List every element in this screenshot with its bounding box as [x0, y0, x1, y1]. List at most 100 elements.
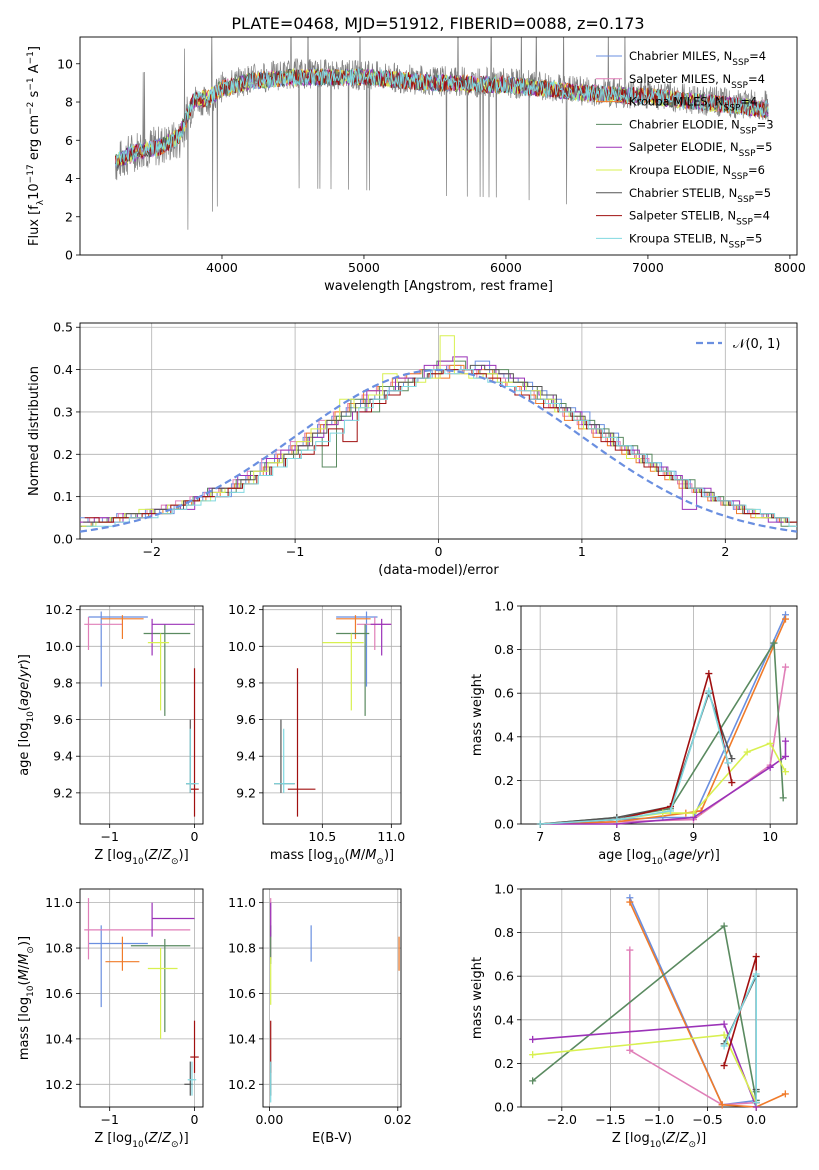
mass-weight-marker [613, 816, 621, 824]
mass-weight-marker [752, 953, 760, 961]
mass-weight-marker [690, 809, 697, 817]
x-tick-label: 8000 [774, 260, 806, 275]
y-axis-label-text: mass [log [17, 997, 32, 1060]
y-tick-label: 10.0 [45, 639, 73, 654]
y-axis-label-s: s [27, 90, 42, 101]
y-tick-label: 0.4 [494, 1012, 514, 1027]
sub-ten: 10 [333, 857, 345, 867]
x-tick-label: −1 [286, 544, 304, 559]
residual-histogram-step [86, 369, 797, 527]
mass-weight-marker [667, 807, 674, 815]
z-sun: Z [161, 848, 172, 863]
y-tick-label: 0.2 [494, 773, 514, 788]
legend-name: Salpeter ELODIE, N [629, 140, 739, 154]
y-tick-label: 10 [57, 56, 73, 71]
x-tick-label: 9 [690, 829, 698, 844]
m-sun: M [365, 848, 376, 863]
legend-ssp: SSP [724, 104, 741, 114]
yr-sym: yr [696, 848, 712, 863]
mass-weight-marker [728, 755, 736, 763]
x-tick-label: 7 [536, 829, 544, 844]
sub-ten: 10 [26, 985, 36, 997]
mass-weight-marker [752, 970, 760, 978]
x-axis-label-text: Z [log [612, 1131, 650, 1146]
close: )] [710, 848, 720, 863]
mass-weight-marker [766, 763, 774, 771]
histogram-group [80, 335, 797, 533]
x-tick-label: 10.5 [308, 829, 336, 844]
y-tick-label: 10.4 [228, 1031, 256, 1046]
legend-nssp: =4 [748, 72, 765, 86]
age-vs-mass-panel: 10.5 11.0 9.2 9.4 9.6 9.8 10.0 10.2 mass [log10(… [228, 602, 405, 867]
mass-weight-vs-metallicity-panel: −2.0 −1.5 −1.0 −0.5 0.0 0.0 0.2 0.4 0.6 0.8 1.0 Z [… [470, 882, 798, 1150]
x-tick-label: −2.0 [547, 1112, 577, 1127]
x-axis-label-text: (data-model)/error [378, 563, 499, 578]
mass-weight-marker [743, 748, 751, 756]
y-tick-label: 2 [65, 209, 73, 224]
y-tick-label: 9.8 [236, 675, 256, 690]
y-tick-label: 0.4 [53, 362, 73, 377]
figure-title: PLATE=0468, MJD=51912, FIBERID=0088, z=0… [231, 14, 644, 33]
plot-frame [79, 36, 798, 256]
plot-frame [79, 322, 798, 540]
mass-weight-marker [752, 1099, 760, 1107]
legend-entry: Kroupa STELIB, NSSP=5 [629, 231, 762, 250]
legend-ssp: SSP [739, 149, 756, 159]
paren: ( [144, 1131, 149, 1146]
x-tick-label: 7000 [632, 260, 664, 275]
close: )] [179, 848, 189, 863]
legend-name: Kroupa STELIB, N [629, 231, 729, 245]
legend-entry: Kroupa ELODIE, NSSP=6 [629, 163, 765, 182]
sub-ten: 10 [132, 1140, 144, 1150]
y-tick-label: 4 [65, 171, 73, 186]
x-tick-label: 5000 [348, 260, 380, 275]
mass-weight-marker [718, 1101, 726, 1109]
sub-ten: 10 [650, 1140, 662, 1150]
z-sun: Z [679, 1131, 690, 1146]
slash: / [692, 848, 697, 863]
mass-weight-marker [720, 922, 728, 930]
y-axis-label-lambda: λ [36, 199, 46, 205]
mass-weight-marker [529, 1051, 537, 1059]
legend-entry: Chabrier ELODIE, NSSP=3 [629, 117, 774, 136]
close: )] [696, 1131, 706, 1146]
y-axis-label-s-exp: −1 [26, 77, 36, 90]
y-tick-label: 0.4 [494, 729, 514, 744]
paren: ( [17, 706, 32, 711]
legend-name: Salpeter MILES, N [629, 72, 731, 86]
mass-weight-marker [782, 752, 789, 760]
y-tick-label: 0.0 [494, 1100, 514, 1115]
m-sun: M [17, 954, 32, 965]
x-axis-label-text: wavelength [Angstrom, rest frame] [324, 279, 553, 294]
x-tick-label: 10 [762, 829, 778, 844]
mass-weight-marker [770, 639, 778, 647]
y-tick-label: 10.6 [45, 986, 73, 1001]
y-axis-label-exp: −17 [26, 164, 36, 183]
y-tick-label: 0.3 [53, 404, 73, 419]
mass-weight-marker [781, 1090, 789, 1098]
sub-ten: 10 [132, 857, 144, 867]
legend-name: Salpeter STELIB, N [629, 209, 736, 223]
y-tick-label: 9.4 [236, 749, 256, 764]
plot-frame [262, 605, 402, 825]
x-axis-label: Z [log10(Z/Z⊙)] [94, 1131, 188, 1150]
mass-weight-marker [529, 1077, 537, 1085]
y-axis-label-ten: 10 [27, 183, 42, 200]
legend-nssp: =4 [749, 49, 766, 63]
y-tick-label: 9.6 [53, 712, 73, 727]
y-axis-label-text: age [log [17, 723, 32, 776]
y-tick-label: 11.0 [228, 895, 256, 910]
legend-ssp: SSP [737, 195, 754, 205]
x-axis-label-text: mass [log [270, 848, 333, 863]
y-axis-label-cm-exp: −2 [26, 102, 36, 115]
x-axis-label-text: age [log [598, 848, 651, 863]
y-axis-label-text: Normed distribution [27, 366, 42, 496]
slash: / [158, 1131, 163, 1146]
x-axis-label: E(B-V) [312, 1131, 352, 1146]
legend-ssp: SSP [740, 126, 757, 136]
mass-weight-line [629, 901, 786, 1108]
close: )] [384, 848, 394, 863]
y-axis-label: mass weight [470, 674, 485, 756]
x-tick-label: 0.02 [384, 1112, 412, 1127]
legend-nssp: =5 [756, 140, 773, 154]
